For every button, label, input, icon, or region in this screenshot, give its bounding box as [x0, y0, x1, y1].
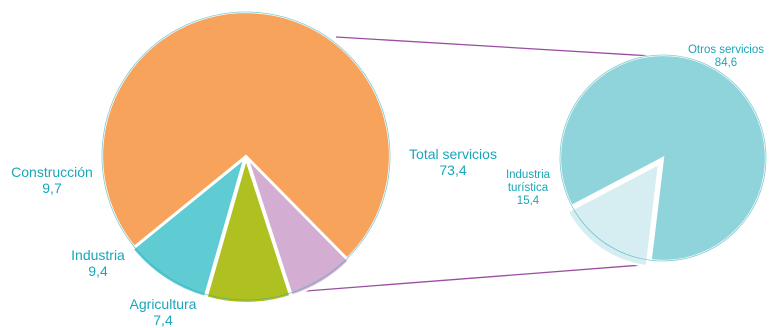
pie-outline-1 — [101, 11, 391, 301]
pie-1 — [100, 10, 392, 305]
slice-construccion — [131, 155, 247, 299]
label-industria-turistica-line1: Industria — [505, 169, 551, 181]
slice-industria — [205, 155, 292, 305]
label-industria-turistica-line2: turística — [507, 182, 549, 195]
label-industria-value: 9,4 — [88, 263, 108, 280]
label-agricultura: Agricultura 7,4 — [118, 296, 208, 328]
label-construccion: Construcción 9,7 — [2, 164, 102, 196]
label-construccion-name: Construcción — [11, 164, 93, 180]
label-agricultura-value: 7,4 — [153, 312, 173, 328]
label-total-servicios-value: 73,4 — [439, 162, 467, 179]
label-construccion-value: 9,7 — [42, 180, 62, 197]
slice-agricultura — [246, 157, 351, 297]
label-total-servicios-name: Total servicios — [409, 146, 497, 162]
label-otros-servicios-name: Otros servicios — [687, 44, 765, 56]
label-otros-servicios: Otros servicios 84,6 — [680, 44, 772, 70]
pie-outline-2 — [559, 54, 767, 262]
pie-2 — [558, 53, 768, 268]
label-total-servicios: Total servicios 73,4 — [402, 146, 504, 178]
label-industria: Industria 9,4 — [60, 247, 136, 279]
slice-industria-turistica — [566, 161, 661, 268]
connector-line-top — [335, 36, 653, 57]
connector-line-bottom — [305, 264, 643, 292]
label-industria-turistica-value: 15,4 — [516, 195, 540, 208]
label-industria-turistica: Industria turística 15,4 — [500, 169, 556, 209]
label-industria-name: Industria — [71, 247, 125, 263]
label-otros-servicios-value: 84,6 — [714, 57, 738, 70]
label-agricultura-name: Agricultura — [129, 296, 197, 312]
